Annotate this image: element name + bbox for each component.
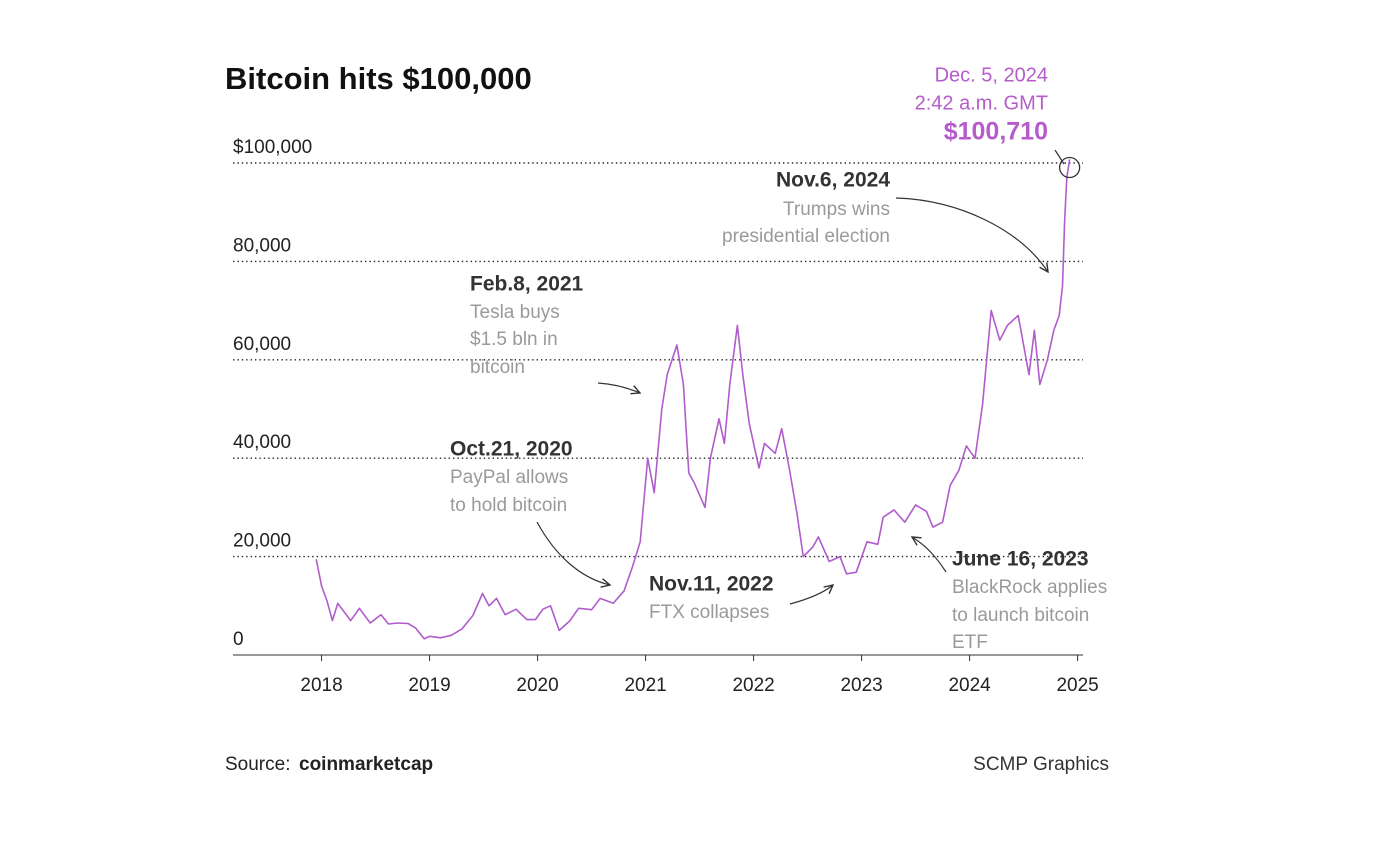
peak-time: 2:42 a.m. GMT [915, 92, 1048, 114]
x-tick-label: 2025 [1056, 675, 1098, 696]
annotation-text: presidential election [722, 226, 890, 247]
annotation-title: Nov.11, 2022 [649, 573, 774, 596]
x-tick-label: 2021 [624, 675, 666, 696]
y-tick-label: 40,000 [233, 432, 291, 453]
annotation-text: bitcoin [470, 357, 525, 378]
annotation-text: FTX collapses [649, 602, 769, 623]
peak-marker [1058, 156, 1081, 179]
peak-date: Dec. 5, 2024 [935, 64, 1048, 86]
y-tick-label: 20,000 [233, 531, 291, 552]
annotation-text: ETF [952, 632, 988, 653]
peak-leader [1054, 149, 1065, 165]
annotation-arrow [912, 537, 947, 573]
annotation-text: to launch bitcoin [952, 605, 1089, 626]
annotation-text: PayPal allows [450, 467, 568, 488]
annotation-title: Feb.8, 2021 [470, 273, 584, 296]
source-label: Source: [225, 754, 290, 775]
y-tick-label: 80,000 [233, 235, 291, 256]
y-tick-label: 0 [233, 629, 244, 650]
annotation-arrow [789, 585, 833, 605]
credit: SCMP Graphics [973, 754, 1109, 775]
x-tick-label: 2024 [948, 675, 991, 696]
annotation-text: BlackRock applies [952, 577, 1107, 598]
annotation-text: to hold bitcoin [450, 495, 567, 516]
x-tick-label: 2022 [732, 675, 774, 696]
annotation-arrow [895, 197, 1048, 272]
x-tick-label: 2019 [408, 675, 450, 696]
annotation-text: $1.5 bln in [470, 329, 558, 350]
annotation-arrow [536, 521, 610, 585]
x-tick-label: 2018 [300, 675, 342, 696]
x-tick-label: 2020 [516, 675, 558, 696]
peak-label: $100,710 [944, 118, 1048, 146]
annotation-text: Trumps wins [783, 199, 890, 220]
price-line [315, 159, 1071, 640]
grid: 0 20,000 40,000 60,000 80,000 $100,000 2018 201… [233, 137, 1099, 696]
plot [315, 156, 1081, 640]
annotation-title: Oct.21, 2020 [450, 438, 573, 461]
annotation-title: June 16, 2023 [952, 548, 1089, 571]
annotation-text: Tesla buys [470, 302, 560, 323]
y-tick-label: 60,000 [233, 334, 291, 355]
annotation-arrow [597, 382, 640, 393]
y-tick-label: $100,000 [233, 137, 312, 158]
chart-title: Bitcoin hits $100,000 [225, 61, 532, 96]
x-tick-label: 2023 [840, 675, 882, 696]
annotation-title: Nov.6, 2024 [776, 169, 890, 192]
source: coinmarketcap [299, 754, 433, 775]
